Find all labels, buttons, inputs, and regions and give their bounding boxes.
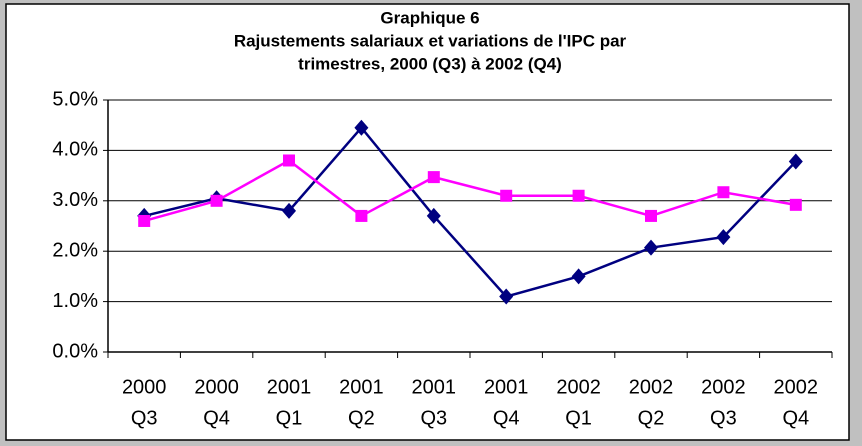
marker xyxy=(572,189,585,202)
x-tick-label: Q2 xyxy=(638,407,665,429)
marker xyxy=(716,229,731,246)
x-tick-label: Q4 xyxy=(203,407,230,429)
x-tick-label: 2001 xyxy=(412,376,457,398)
marker xyxy=(717,186,730,199)
marker xyxy=(283,154,295,167)
y-tick-label: 5.0% xyxy=(52,88,98,110)
marker xyxy=(644,239,658,256)
y-tick-label: 4.0% xyxy=(52,139,98,161)
y-tick-label: 1.0% xyxy=(52,290,98,312)
marker xyxy=(355,209,368,222)
x-tick-label: Q3 xyxy=(710,407,737,429)
marker xyxy=(789,198,802,211)
x-tick-label: Q1 xyxy=(565,407,592,429)
y-tick-label: 3.0% xyxy=(52,189,98,211)
marker xyxy=(499,288,514,305)
chart-title: trimestres, 2000 (Q3) à 2002 (Q4) xyxy=(298,54,562,73)
x-tick-label: Q2 xyxy=(348,407,375,429)
series-line xyxy=(143,158,797,223)
x-tick-label: Q3 xyxy=(420,407,447,429)
x-tick-label: Q4 xyxy=(782,407,809,429)
x-tick-label: 2002 xyxy=(556,376,601,398)
x-tick-label: 2002 xyxy=(774,376,819,398)
marker xyxy=(788,153,803,170)
marker xyxy=(426,207,441,224)
x-tick-label: 2001 xyxy=(267,376,312,398)
x-tick-label: Q3 xyxy=(131,407,158,429)
x-tick-label: 2001 xyxy=(339,376,384,398)
marker xyxy=(210,194,223,207)
marker xyxy=(500,189,513,202)
x-tick-label: 2000 xyxy=(122,376,167,398)
y-tick-label: 0.0% xyxy=(52,340,98,362)
chart-title: Graphique 6 xyxy=(380,8,479,27)
marker xyxy=(645,209,657,222)
marker xyxy=(138,214,151,227)
marker xyxy=(571,268,586,285)
x-tick-label: 2000 xyxy=(194,376,239,398)
x-tick-label: Q1 xyxy=(276,407,303,429)
series-line xyxy=(143,125,797,298)
x-tick-label: 2002 xyxy=(629,376,674,398)
x-tick-label: 2002 xyxy=(701,376,746,398)
chart-title: Rajustements salariaux et variations de … xyxy=(234,31,627,50)
y-tick-label: 2.0% xyxy=(52,239,98,261)
x-tick-label: Q4 xyxy=(493,407,520,429)
marker xyxy=(282,202,296,219)
marker xyxy=(354,119,369,136)
marker xyxy=(427,171,440,184)
x-tick-label: 2001 xyxy=(484,376,529,398)
